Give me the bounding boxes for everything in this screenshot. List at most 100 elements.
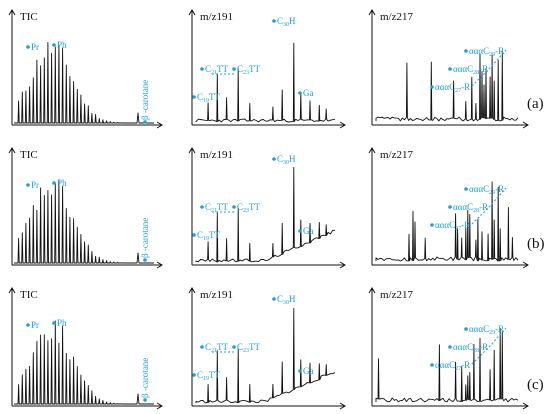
peak-marker xyxy=(464,327,468,331)
chromatogram-trace xyxy=(14,320,154,405)
peak-label-base: αααC xyxy=(435,220,455,230)
peak-label: αααC29-R xyxy=(469,184,504,196)
panel-y-arrow xyxy=(188,9,196,16)
peak-label-rest: -R xyxy=(479,342,488,352)
panel-y-arrow xyxy=(368,287,376,294)
peak-label-base: C xyxy=(237,342,243,352)
peak-label-base: αααC xyxy=(435,82,455,92)
sterane-connector xyxy=(471,49,507,87)
panel-title: m/z191 xyxy=(200,149,233,161)
panel-x-arrow xyxy=(522,121,529,129)
peak-label: Pr xyxy=(31,42,39,52)
panel-y-arrow xyxy=(188,287,196,294)
chromatogram-trace xyxy=(14,180,154,264)
peak-label-rest: -R xyxy=(479,64,488,74)
panel-x-arrow xyxy=(339,261,346,269)
peak-marker xyxy=(143,398,147,402)
panel-y-arrow xyxy=(8,9,16,16)
peak-label: Ga xyxy=(303,366,314,376)
peak-label: αααC28-R xyxy=(453,64,488,76)
panel-title: m/z217 xyxy=(380,149,413,161)
peak-label: C30H xyxy=(277,16,296,28)
row-label: (c) xyxy=(527,377,544,393)
peak-marker xyxy=(52,321,56,325)
peak-label-rest: TT xyxy=(217,202,228,212)
peak-marker xyxy=(298,91,302,95)
row-label: (b) xyxy=(527,236,545,252)
peak-marker xyxy=(298,369,302,373)
peak-label-rest: TT xyxy=(217,342,228,352)
peak-label-rest: TT xyxy=(249,64,260,74)
peak-label: C23TT xyxy=(237,342,261,354)
panel-x-arrow xyxy=(156,261,163,269)
peak-label-base: C xyxy=(277,154,283,164)
peak-label-sub: 30 xyxy=(283,22,289,28)
peak-label-rest: TT xyxy=(249,342,260,352)
panel-y-arrow xyxy=(8,287,16,294)
peak-label-rest: H xyxy=(289,154,296,164)
peak-label: C19TT xyxy=(197,370,221,382)
peak-label: αααC28-R xyxy=(453,342,488,354)
peak-label-rest: -R xyxy=(461,220,470,230)
peak-label: Pr xyxy=(31,180,39,190)
peak-label: C23TT xyxy=(237,64,261,76)
panel-title: m/z191 xyxy=(200,11,233,23)
peak-label-rest: H xyxy=(289,294,296,304)
peak-label: Ph xyxy=(57,178,67,188)
sterane-connector xyxy=(471,187,507,225)
peak-label: Ga xyxy=(303,226,314,236)
peak-label-sub: 28 xyxy=(473,70,479,76)
panel-title: TIC xyxy=(20,149,38,161)
peak-marker xyxy=(448,205,452,209)
peak-label-rest: TT xyxy=(209,370,220,380)
peak-label-base: C xyxy=(277,294,283,304)
peak-label-base: αααC xyxy=(469,184,489,194)
peak-label-base: αααC xyxy=(453,342,473,352)
panel-title: TIC xyxy=(20,11,38,23)
peak-label-sub: 21 xyxy=(211,208,217,214)
chromatogram-panel: TIC Pr Ph β -carotane xyxy=(8,287,163,410)
peak-label-base: C xyxy=(197,92,203,102)
panel-x-arrow xyxy=(339,121,346,129)
peak-label-base: C xyxy=(205,202,211,212)
chromatogram-trace xyxy=(375,181,519,262)
chromatogram-trace xyxy=(195,42,336,123)
peak-label-sub: 30 xyxy=(283,160,289,166)
peak-marker xyxy=(464,49,468,53)
peak-label-sub: 21 xyxy=(211,348,217,354)
peak-marker xyxy=(26,45,30,49)
peak-label-sub: 29 xyxy=(489,330,495,336)
peak-label-rest: -R xyxy=(495,184,504,194)
peak-label: C30H xyxy=(277,154,296,166)
peak-label-rest: -R xyxy=(479,202,488,212)
peak-label: Ph xyxy=(57,318,67,328)
peak-marker xyxy=(232,345,236,349)
peak-marker xyxy=(26,183,30,187)
peak-label-sub: 23 xyxy=(243,348,249,354)
peak-marker xyxy=(430,223,434,227)
peak-label-rest: H xyxy=(289,16,296,26)
peak-label: αααC29-R xyxy=(469,46,504,58)
peak-label: C30H xyxy=(277,294,296,306)
peak-label: Ga xyxy=(303,88,314,98)
peak-label: β -carotane xyxy=(140,358,150,398)
panel-title: m/z217 xyxy=(380,289,413,301)
peak-label: β -carotane xyxy=(140,80,150,120)
peak-marker xyxy=(192,373,196,377)
peak-label-sub: 19 xyxy=(203,376,209,382)
peak-label-sub: 28 xyxy=(473,208,479,214)
peak-marker xyxy=(448,67,452,71)
peak-marker xyxy=(200,67,204,71)
peak-marker xyxy=(448,345,452,349)
peak-label-sub: 27 xyxy=(455,366,461,372)
peak-label: β -carotane xyxy=(140,218,150,258)
peak-label-sub: 27 xyxy=(455,226,461,232)
peak-label: C21TT xyxy=(205,64,229,76)
panel-y-arrow xyxy=(188,147,196,154)
peak-marker xyxy=(52,43,56,47)
